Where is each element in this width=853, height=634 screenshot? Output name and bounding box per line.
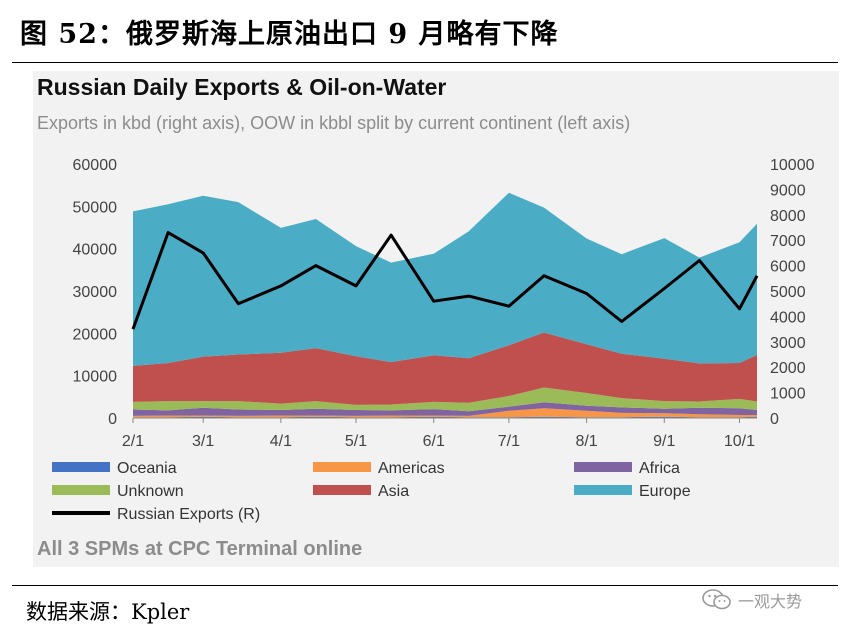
right-axis-tick: 3000 bbox=[770, 335, 806, 352]
legend-label: Russian Exports (R) bbox=[117, 506, 260, 523]
legend-swatch bbox=[52, 462, 110, 472]
right-axis-tick: 10000 bbox=[770, 157, 815, 174]
x-axis-tick: 2/1 bbox=[122, 433, 144, 450]
left-axis-tick: 10000 bbox=[73, 369, 118, 386]
legend-swatch bbox=[313, 462, 371, 472]
right-axis-tick: 1000 bbox=[770, 386, 806, 403]
exports-line-group bbox=[131, 231, 759, 330]
legend-label: Asia bbox=[378, 483, 409, 500]
legend-label: Oceania bbox=[117, 460, 177, 477]
x-axis-tick: 10/1 bbox=[724, 433, 755, 450]
right-axis-tick: 4000 bbox=[770, 309, 806, 326]
area-unknown bbox=[133, 387, 757, 412]
x-axis-tick: 4/1 bbox=[270, 433, 292, 450]
x-axis-tick: 6/1 bbox=[423, 433, 445, 450]
legend-swatch bbox=[574, 462, 632, 472]
wechat-icon bbox=[702, 589, 731, 610]
right-axis-tick: 7000 bbox=[770, 233, 806, 250]
chart-note: All 3 SPMs at CPC Terminal online bbox=[37, 538, 363, 560]
legend-swatch bbox=[574, 485, 632, 495]
right-axis-tick: 0 bbox=[770, 411, 779, 428]
source-text: 数据来源：Kpler bbox=[26, 600, 190, 624]
right-axis-tick: 5000 bbox=[770, 284, 806, 301]
left-axis-tick: 50000 bbox=[73, 199, 118, 216]
axes: 0 10000 20000 30000 40000 50000 60000 0 1000 2000… bbox=[73, 157, 815, 450]
legend-label: Americas bbox=[378, 460, 445, 477]
stacked-areas bbox=[133, 192, 757, 418]
legend-label: Africa bbox=[639, 460, 680, 477]
right-axis-tick: 8000 bbox=[770, 208, 806, 225]
top-rule bbox=[12, 62, 838, 63]
figure-title: 图 52：俄罗斯海上原油出口 9 月略有下降 bbox=[20, 19, 559, 50]
legend-label: Unknown bbox=[117, 483, 184, 500]
area-americas bbox=[133, 408, 757, 418]
legend-swatch bbox=[313, 485, 371, 495]
left-axis-tick: 20000 bbox=[73, 326, 118, 343]
watermark: 一观大势 bbox=[702, 588, 802, 612]
left-axis-tick: 40000 bbox=[73, 242, 118, 259]
legend-label: Europe bbox=[639, 483, 691, 500]
area-europe bbox=[133, 192, 757, 366]
x-axis-tick: 5/1 bbox=[345, 433, 367, 450]
x-axis-tick: 7/1 bbox=[498, 433, 520, 450]
legend-swatch bbox=[52, 485, 110, 495]
left-axis-tick: 30000 bbox=[73, 284, 118, 301]
area-asia bbox=[133, 332, 757, 405]
watermark-text: 一观大势 bbox=[738, 592, 803, 611]
legend: Oceania Americas Africa Unknown Asia Europe Ru… bbox=[52, 460, 691, 523]
chart-title: Russian Daily Exports & Oil-on-Water bbox=[37, 74, 447, 100]
x-axis-tick: 8/1 bbox=[575, 433, 597, 450]
area-africa bbox=[133, 402, 757, 416]
right-axis-tick: 2000 bbox=[770, 360, 806, 377]
chart-subtitle: Exports in kbd (right axis), OOW in kbbl… bbox=[37, 113, 631, 133]
left-axis-tick: 60000 bbox=[73, 157, 118, 174]
right-axis-tick: 6000 bbox=[770, 259, 806, 276]
russian-exports-line bbox=[131, 231, 759, 330]
x-axis-tick: 9/1 bbox=[653, 433, 675, 450]
right-axis-tick: 9000 bbox=[770, 182, 806, 199]
bottom-rule bbox=[12, 585, 838, 586]
x-axis-tick: 3/1 bbox=[192, 433, 214, 450]
left-axis-tick: 0 bbox=[108, 411, 117, 428]
